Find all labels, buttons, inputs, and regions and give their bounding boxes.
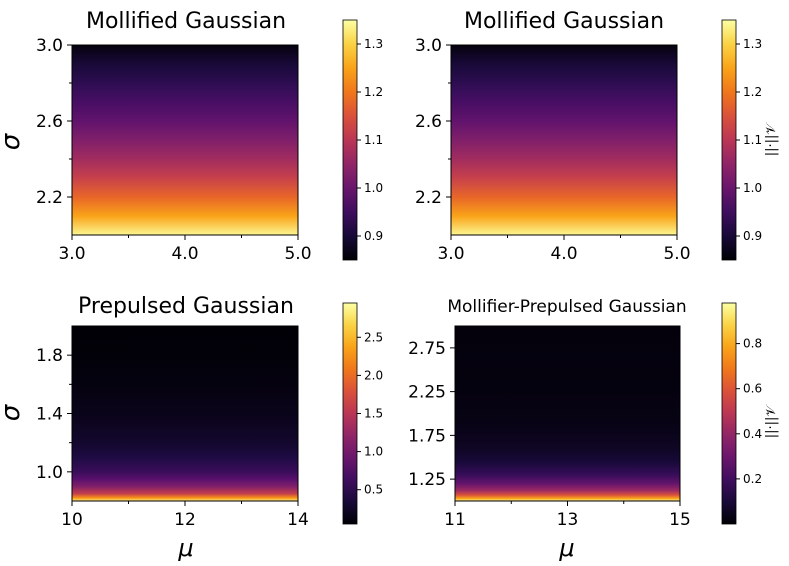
y-tick-label: 1.25 bbox=[408, 470, 446, 490]
colorbar-tick-label: 1.0 bbox=[364, 181, 383, 195]
colorbar-tick-label: 1.2 bbox=[364, 85, 383, 99]
y-tick-label: 2.6 bbox=[415, 112, 442, 132]
x-tick-label: 5.0 bbox=[663, 244, 690, 264]
x-tick-label: 11 bbox=[444, 510, 466, 530]
x-tick-label: 14 bbox=[287, 510, 309, 530]
y-tick-label: 3.0 bbox=[415, 36, 442, 56]
colorbar-label: ||·||𝒱 bbox=[764, 404, 779, 439]
colorbar-tick-label: 1.0 bbox=[364, 445, 383, 459]
colorbar-tick-label: 1.0 bbox=[743, 181, 762, 195]
colorbar-tick-label: 2.5 bbox=[364, 330, 383, 344]
y-tick-label: 2.6 bbox=[36, 112, 63, 132]
panel-prepulsed-gaussian: Prepulsed Gaussian σ μ 10 12 14 1.0 1.4 1.8 0.… bbox=[0, 294, 383, 562]
heatmap-image bbox=[451, 45, 677, 235]
colorbar bbox=[721, 19, 737, 261]
colorbar-tick-label: 1.5 bbox=[364, 407, 383, 421]
heatmap-image bbox=[455, 326, 680, 501]
y-tick-label: 1.8 bbox=[36, 346, 63, 366]
x-axis-label: μ bbox=[177, 534, 193, 562]
panel-title: Mollified Gaussian bbox=[86, 9, 286, 34]
colorbar-tick-label: 1.2 bbox=[743, 85, 762, 99]
x-tick-label: 4.0 bbox=[550, 244, 577, 264]
heatmap-image bbox=[72, 326, 298, 501]
x-tick-label: 5.0 bbox=[284, 244, 311, 264]
y-tick-label: 1.4 bbox=[36, 405, 63, 425]
colorbar-tick-label: 2.0 bbox=[364, 368, 383, 382]
y-tick-label: 1.75 bbox=[408, 426, 446, 446]
colorbar-tick-label: 0.8 bbox=[743, 337, 762, 351]
y-tick-label: 2.25 bbox=[408, 383, 446, 403]
y-tick-label: 3.0 bbox=[36, 36, 63, 56]
x-tick-label: 12 bbox=[174, 510, 196, 530]
x-axis-label: μ bbox=[558, 534, 574, 562]
panel-title: Prepulsed Gaussian bbox=[78, 294, 294, 319]
y-tick-label: 1.0 bbox=[36, 463, 63, 483]
colorbar-tick-label: 0.4 bbox=[743, 427, 762, 441]
y-tick-label: 2.2 bbox=[36, 188, 63, 208]
colorbar-tick-label: 0.6 bbox=[743, 382, 762, 396]
heatmap-image bbox=[72, 45, 298, 235]
y-tick-label: 2.2 bbox=[415, 188, 442, 208]
colorbar-tick-label: 1.1 bbox=[743, 133, 762, 147]
panel-title: Mollified Gaussian bbox=[464, 9, 664, 34]
panel-title: Mollifier-Prepulsed Gaussian bbox=[447, 297, 686, 317]
colorbar-tick-label: 0.5 bbox=[364, 483, 383, 497]
colorbar bbox=[342, 19, 358, 261]
colorbar-label: ||·||𝒱 bbox=[764, 122, 779, 157]
colorbar-tick-label: 0.9 bbox=[364, 229, 383, 243]
x-tick-label: 3.0 bbox=[437, 244, 464, 264]
colorbar-tick-label: 0.2 bbox=[743, 472, 762, 486]
x-tick-label: 15 bbox=[669, 510, 691, 530]
y-axis-label: σ bbox=[0, 132, 26, 150]
colorbar bbox=[721, 302, 737, 525]
panel-mollified-gaussian-right: Mollified Gaussian ||·||𝒱 3.0 4.0 5.0 2.2 2.… bbox=[415, 9, 779, 264]
y-tick-label: 2.75 bbox=[408, 339, 446, 359]
x-tick-label: 3.0 bbox=[58, 244, 85, 264]
colorbar-tick-label: 1.1 bbox=[364, 133, 383, 147]
colorbar bbox=[342, 302, 358, 525]
colorbar-tick-label: 0.9 bbox=[743, 229, 762, 243]
colorbar-tick-label: 1.3 bbox=[364, 37, 383, 51]
panel-mollifier-prepulsed-gaussian: Mollifier-Prepulsed Gaussian μ ||·||𝒱 11… bbox=[408, 297, 779, 562]
x-tick-label: 4.0 bbox=[171, 244, 198, 264]
y-axis-label: σ bbox=[0, 403, 26, 421]
x-tick-label: 13 bbox=[557, 510, 579, 530]
panel-mollified-gaussian-left: Mollified Gaussian σ 3.0 4.0 5.0 2.2 2.6 3.0 0… bbox=[0, 9, 383, 264]
x-tick-label: 10 bbox=[61, 510, 83, 530]
colorbar-tick-label: 1.3 bbox=[743, 37, 762, 51]
